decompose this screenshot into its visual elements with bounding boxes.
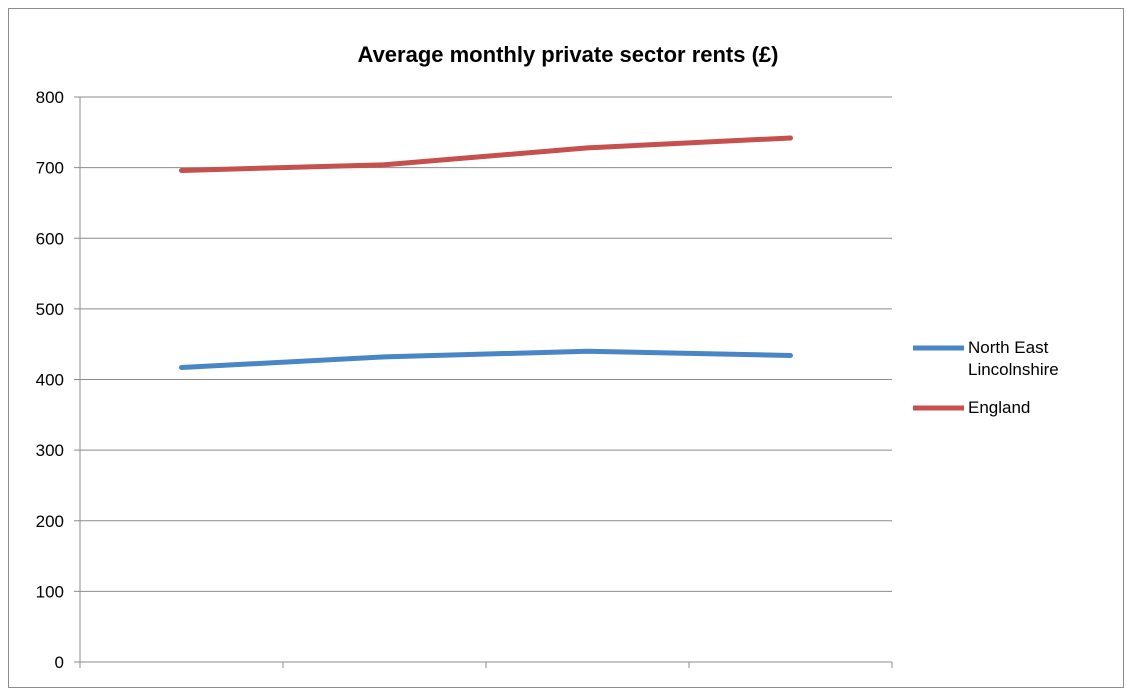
legend-label-england: England: [968, 398, 1030, 417]
y-tick-label-500: 500: [36, 300, 64, 319]
y-tick-label-300: 300: [36, 441, 64, 460]
gridlines: [80, 96, 892, 592]
chart-title: Average monthly private sector rents (£): [358, 42, 779, 67]
x-axis-ticks: 2011201220132014: [79, 662, 893, 668]
y-tick-label-0: 0: [55, 653, 64, 671]
y-tick-label-700: 700: [36, 159, 64, 178]
y-tick-label-800: 800: [36, 88, 64, 107]
y-axis-ticks: 0 100 200 300 400 500 600 700 800: [36, 88, 80, 671]
y-tick-label-400: 400: [36, 371, 64, 390]
y-tick-label-200: 200: [36, 512, 64, 531]
y-tick-label-600: 600: [36, 229, 64, 248]
legend: North East Lincolnshire England: [913, 338, 1059, 417]
y-tick-label-100: 100: [36, 582, 64, 601]
legend-label-north-east-lincolnshire: North East Lincolnshire: [968, 338, 1059, 379]
series-line-england: [179, 135, 793, 173]
series-line-north-east-lincolnshire: [179, 348, 793, 370]
series-lines: [179, 135, 793, 370]
line-chart: Average monthly private sector rents (£)…: [36, 42, 1059, 671]
